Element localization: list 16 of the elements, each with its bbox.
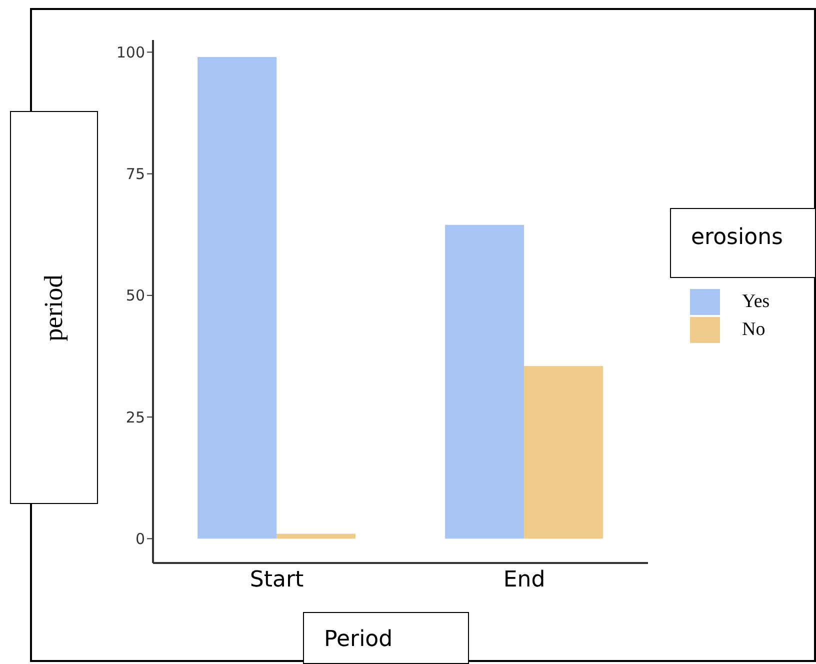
legend-label: No	[742, 319, 766, 341]
y-axis-title: period	[38, 274, 69, 341]
x-axis-title: Period	[303, 612, 469, 664]
y-tick-label: 100	[116, 43, 145, 62]
x-tick-label: Start	[250, 568, 304, 593]
bar	[524, 366, 604, 539]
y-tick-label: 25	[126, 408, 145, 426]
x-tick-label: End	[503, 568, 546, 593]
y-tick-label: 50	[126, 286, 145, 305]
y-tick-label: 0	[135, 530, 145, 548]
y-tick-label: 75	[126, 165, 145, 184]
bar	[445, 224, 524, 539]
bar	[198, 57, 277, 539]
legend-title: erosions	[670, 208, 816, 278]
legend-label: Yes	[742, 291, 770, 313]
bar	[276, 534, 356, 539]
